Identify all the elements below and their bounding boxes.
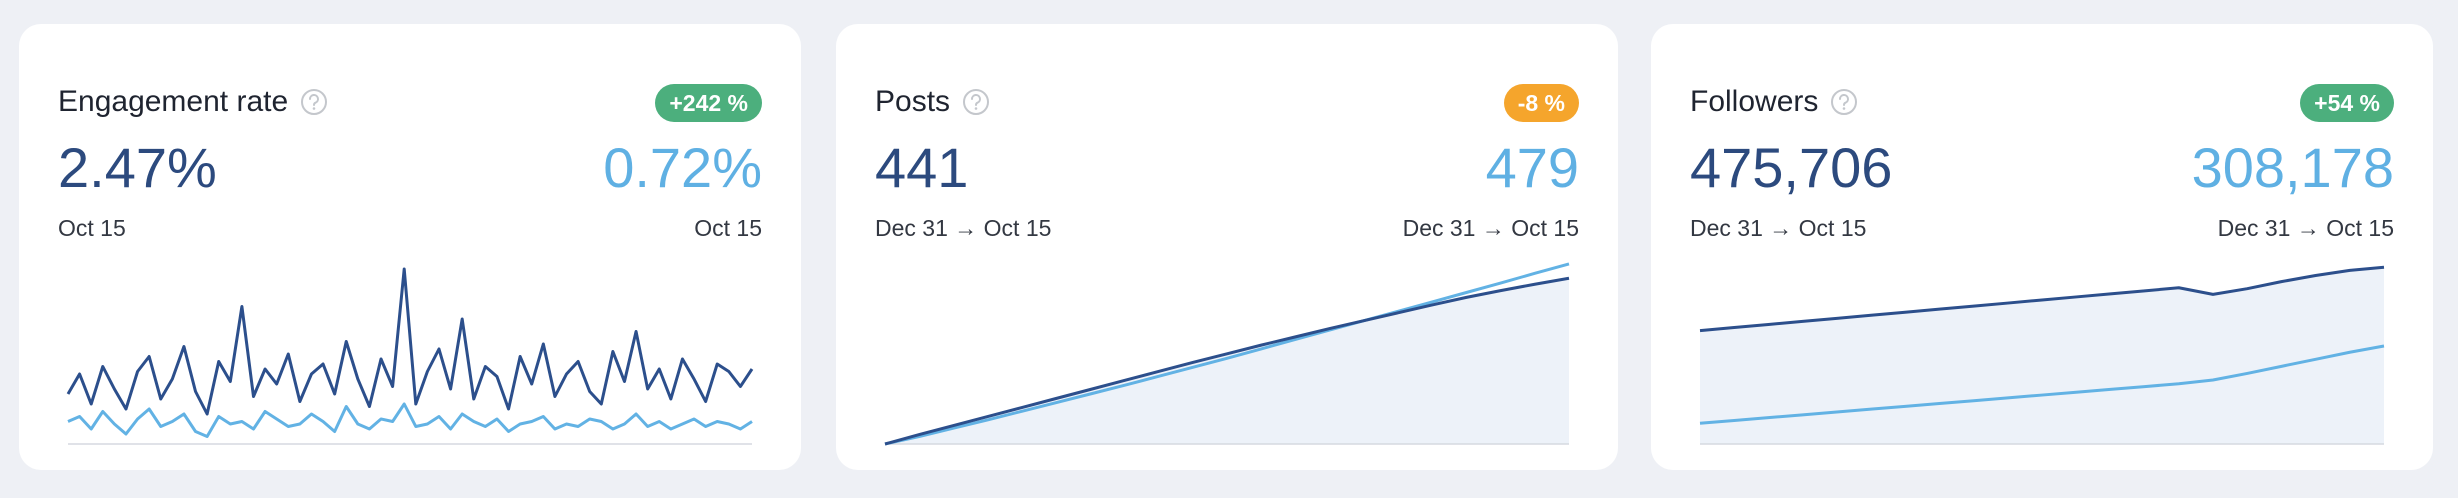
series-line: [67, 402, 753, 438]
current-date: Dec 31 → Oct 15: [1690, 215, 1867, 241]
sparkline: [1699, 265, 2385, 445]
help-glyph: [309, 94, 320, 106]
metric-card: Posts -8 % 441 479 Dec 31 → Oct 15 Dec 31 → O…: [836, 24, 1618, 470]
card-title: Engagement rate: [58, 85, 289, 118]
previous-date: Dec 31 → Oct 15: [2217, 215, 2394, 241]
series-line: [884, 262, 1570, 446]
current-value: 2.47%: [58, 136, 217, 199]
previous-date: Dec 31 → Oct 15: [1402, 215, 1579, 241]
card-title: Posts: [875, 85, 951, 118]
metric-card: Engagement rate +242 % 2.47% 0.72% Oct 15 Oct…: [19, 24, 801, 470]
current-value: 475,706: [1690, 136, 1893, 199]
area: [1700, 267, 2384, 444]
help-icon[interactable]: [300, 88, 328, 116]
previous-value: 308,178: [2191, 136, 2394, 199]
help-icon[interactable]: [962, 88, 990, 116]
help-glyph: [1839, 94, 1850, 106]
series-line: [66, 267, 754, 416]
sparkline: [884, 262, 1570, 446]
change-badge: -8 %: [1503, 84, 1579, 122]
previous-value: 479: [1485, 136, 1579, 199]
help-dot: [974, 107, 978, 110]
previous-value: 0.72%: [603, 136, 762, 199]
previous-date: Oct 15: [694, 215, 762, 241]
help-icon[interactable]: [1830, 88, 1858, 116]
help-circle: [1831, 89, 1858, 115]
series-line: [884, 276, 1570, 446]
sparkline: [66, 267, 754, 445]
series-line: [1699, 265, 2385, 333]
current-date: Oct 15: [58, 215, 126, 241]
help-circle: [963, 89, 990, 115]
change-badge: +54 %: [2300, 84, 2394, 122]
help-dot: [1843, 107, 1846, 110]
series-line: [1699, 344, 2385, 425]
card-title: Followers: [1690, 85, 1819, 118]
current-date: Dec 31 → Oct 15: [875, 215, 1052, 241]
help-dot: [312, 107, 316, 110]
help-circle: [301, 89, 328, 115]
metric-card: Followers +54 % 475,706 308,178 Dec 31 → Oct…: [1651, 24, 2433, 470]
current-value: 441: [875, 136, 969, 199]
change-badge: +242 %: [655, 84, 762, 122]
help-glyph: [971, 94, 982, 106]
